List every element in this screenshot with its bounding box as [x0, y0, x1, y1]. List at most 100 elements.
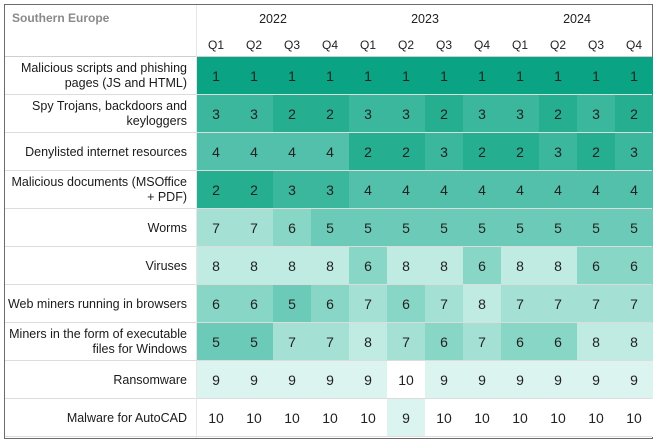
heatmap-cell: 2	[615, 95, 653, 133]
heatmap-cell: 9	[235, 361, 273, 399]
heatmap-cell: 1	[387, 57, 425, 95]
heatmap-cell: 1	[539, 57, 577, 95]
heatmap-cell: 3	[349, 95, 387, 133]
heatmap-cell: 9	[387, 399, 425, 437]
heatmap-cell: 10	[387, 361, 425, 399]
heatmap-cell: 3	[463, 95, 501, 133]
heatmap-cell: 6	[577, 247, 615, 285]
heatmap-cell: 2	[577, 133, 615, 171]
heatmap-cell: 6	[463, 247, 501, 285]
row-divider	[5, 360, 652, 361]
heatmap-cell: 7	[425, 285, 463, 323]
heatmap-cell: 4	[425, 171, 463, 209]
heatmap-cell: 1	[615, 57, 653, 95]
heatmap-cell: 6	[197, 285, 235, 323]
heatmap-cell: 7	[387, 323, 425, 361]
heatmap-cell: 1	[235, 57, 273, 95]
heatmap-cell: 10	[577, 399, 615, 437]
row-divider	[5, 436, 652, 437]
heatmap-cell: 10	[501, 399, 539, 437]
heatmap-cell: 10	[311, 399, 349, 437]
heatmap-cell: 5	[387, 209, 425, 247]
row-label-text: Worms	[147, 220, 187, 235]
heatmap-cell: 4	[615, 171, 653, 209]
row-label: Denylisted internet resources	[5, 133, 193, 171]
heatmap-cell: 6	[311, 285, 349, 323]
row-label-text: Malicious documents (MSOffice + PDF)	[11, 175, 187, 204]
heatmap-cell: 5	[615, 209, 653, 247]
row-label: Viruses	[5, 247, 193, 285]
heatmap-cell: 8	[425, 247, 463, 285]
heatmap-cell: 3	[577, 95, 615, 133]
heatmap-cell: 8	[501, 247, 539, 285]
heatmap-cell: 1	[425, 57, 463, 95]
row-label: Spy Trojans, backdoors and keyloggers	[5, 95, 193, 133]
heatmap-cell: 9	[615, 361, 653, 399]
heatmap-cell: 8	[463, 285, 501, 323]
row-divider	[5, 170, 652, 171]
heatmap-cell: 4	[463, 171, 501, 209]
heatmap-cell: 7	[539, 285, 577, 323]
heatmap-cell: 5	[501, 209, 539, 247]
heatmap-cell: 2	[501, 133, 539, 171]
row-divider	[5, 94, 652, 95]
row-divider	[5, 398, 652, 399]
heatmap-cell: 5	[577, 209, 615, 247]
heatmap-cell: 5	[349, 209, 387, 247]
heatmap-cell: 9	[349, 361, 387, 399]
heatmap-cell: 3	[197, 95, 235, 133]
heatmap-cell: 2	[273, 95, 311, 133]
row-label: Malicious scripts and phishing pages (JS…	[5, 57, 193, 95]
heatmap-cell: 1	[311, 57, 349, 95]
heatmap-cell: 4	[539, 171, 577, 209]
heatmap-cell: 3	[501, 95, 539, 133]
heatmap-cell: 5	[425, 209, 463, 247]
heatmap-cell: 9	[539, 361, 577, 399]
heatmap-cell: 8	[311, 247, 349, 285]
heatmap-cell: 3	[539, 133, 577, 171]
quarter-header: Q4	[625, 38, 642, 52]
heatmap-cell: 7	[615, 285, 653, 323]
heatmap-cell: 1	[197, 57, 235, 95]
heatmap-cell: 9	[273, 361, 311, 399]
quarter-header: Q2	[245, 38, 262, 52]
heatmap-cell: 8	[197, 247, 235, 285]
heatmap-cell: 10	[273, 399, 311, 437]
heatmap-cell: 1	[463, 57, 501, 95]
heatmap-cell: 6	[387, 285, 425, 323]
row-divider	[5, 284, 652, 285]
heatmap-cell: 8	[273, 247, 311, 285]
heatmap-cell: 6	[539, 323, 577, 361]
heatmap-cell: 10	[615, 399, 653, 437]
heatmap-cell: 10	[349, 399, 387, 437]
row-label: Ransomware	[5, 361, 193, 399]
row-label: Malicious documents (MSOffice + PDF)	[5, 171, 193, 209]
heatmap-cell: 8	[615, 323, 653, 361]
heatmap-cell: 4	[273, 133, 311, 171]
heatmap-cell: 4	[311, 133, 349, 171]
heatmap-cell: 2	[235, 171, 273, 209]
heatmap-cell: 5	[463, 209, 501, 247]
quarter-header: Q4	[321, 38, 338, 52]
heatmap-cell: 9	[501, 361, 539, 399]
row-label: Worms	[5, 209, 193, 247]
row-label: Web miners running in browsers	[5, 285, 193, 323]
heatmap-cell: 4	[197, 133, 235, 171]
row-label-text: Ransomware	[113, 372, 187, 387]
quarter-header: Q3	[283, 38, 300, 52]
heatmap-cell: 6	[273, 209, 311, 247]
heatmap-cell: 7	[463, 323, 501, 361]
heatmap-cell: 6	[425, 323, 463, 361]
heatmap-cell: 5	[235, 323, 273, 361]
heatmap-cell: 3	[425, 133, 463, 171]
row-label-text: Miners in the form of executable files f…	[9, 327, 187, 356]
row-label-text: Malware for AutoCAD	[66, 410, 187, 425]
row-label-text: Denylisted internet resources	[25, 144, 187, 159]
heatmap-cell: 3	[387, 95, 425, 133]
heatmap-cell: 7	[197, 209, 235, 247]
heatmap-cell: 1	[273, 57, 311, 95]
heatmap-cell: 2	[311, 95, 349, 133]
row-label-text: Viruses	[145, 258, 187, 273]
heatmap-cell: 6	[349, 247, 387, 285]
heatmap-cell: 6	[235, 285, 273, 323]
